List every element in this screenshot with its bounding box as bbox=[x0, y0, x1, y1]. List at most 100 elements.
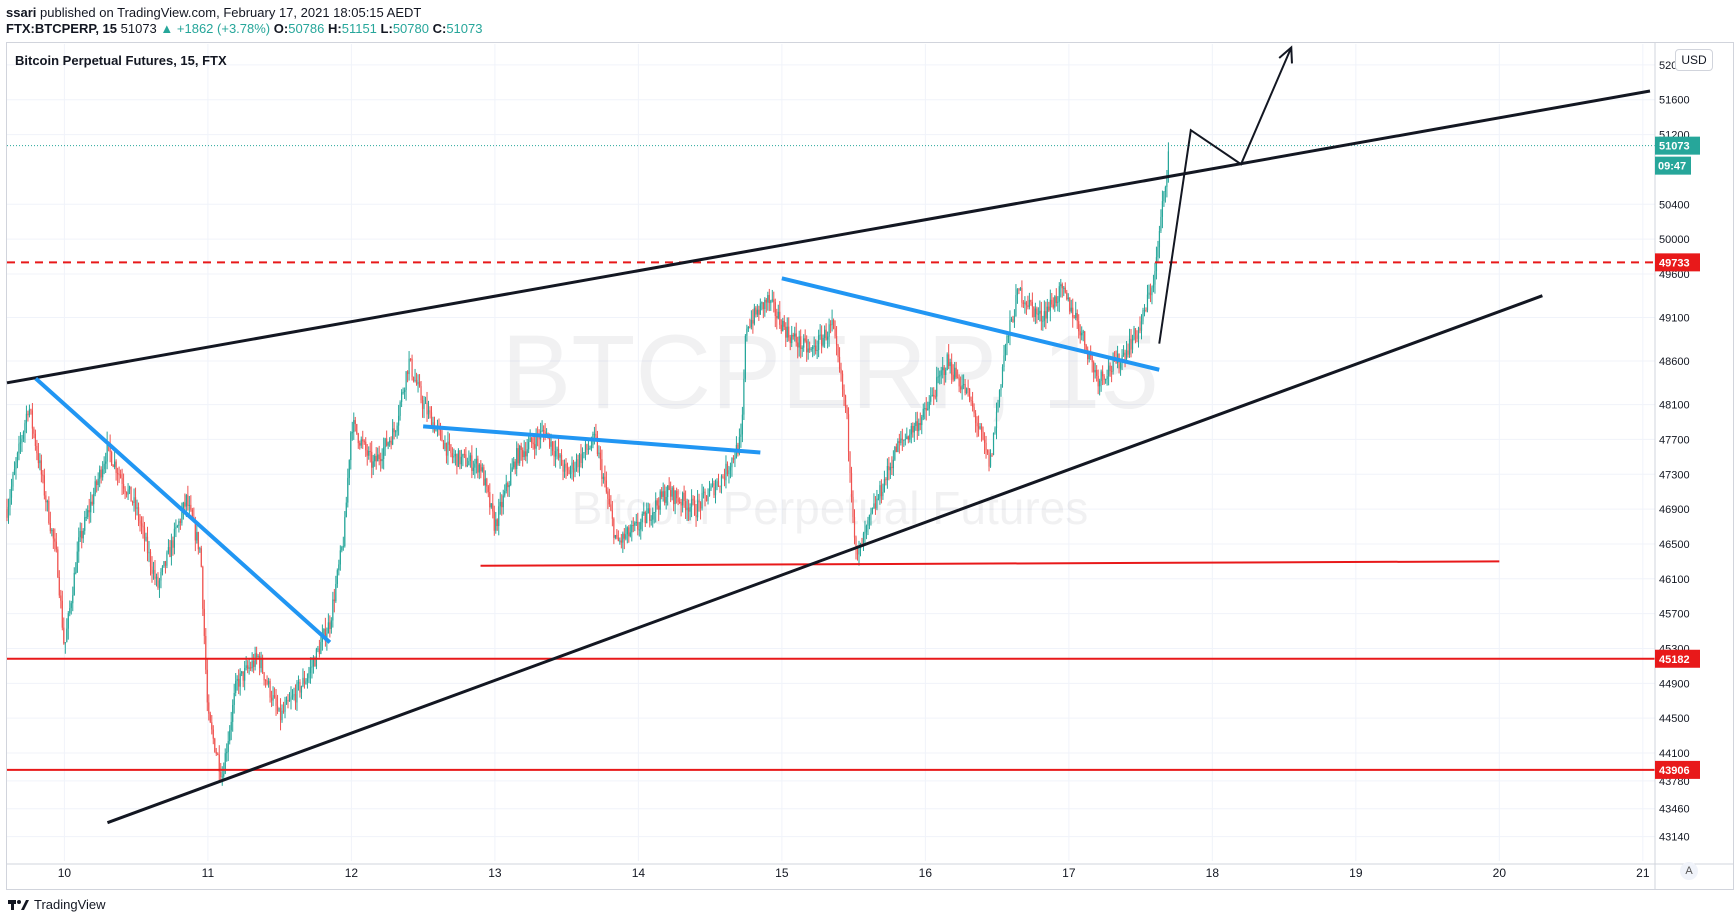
candle-body bbox=[276, 705, 279, 711]
time-tick-label: 21 bbox=[1636, 866, 1650, 880]
candle-body bbox=[1106, 376, 1108, 380]
watermark-name: Bitcoin Perpetual Futures bbox=[572, 482, 1089, 534]
candle-body bbox=[504, 491, 506, 496]
candle-body bbox=[489, 492, 491, 508]
high-value: 51151 bbox=[341, 21, 377, 36]
candle-body bbox=[151, 566, 153, 574]
candle-body bbox=[481, 467, 483, 472]
candle-body bbox=[426, 402, 428, 415]
candle-body bbox=[1000, 384, 1002, 391]
candle-body bbox=[1049, 299, 1051, 311]
candle-body bbox=[824, 329, 826, 339]
candle-body bbox=[1064, 287, 1066, 293]
candle-body bbox=[114, 461, 116, 468]
candle-body bbox=[429, 410, 431, 413]
price-tick-label: 45700 bbox=[1659, 609, 1690, 621]
candle-body bbox=[214, 738, 216, 752]
candle-body bbox=[1139, 327, 1141, 331]
candle-body bbox=[916, 421, 918, 432]
candle-body bbox=[212, 729, 214, 739]
candle-body bbox=[602, 476, 604, 479]
candle-body bbox=[1130, 338, 1132, 350]
candle-body bbox=[903, 439, 905, 441]
candle-body bbox=[308, 673, 310, 679]
candle-body bbox=[474, 463, 476, 468]
candle-body bbox=[13, 469, 16, 475]
candle-body bbox=[187, 495, 189, 506]
candle-body bbox=[635, 522, 637, 524]
candle-body bbox=[827, 336, 829, 340]
candle-body bbox=[25, 413, 28, 424]
candle-body bbox=[424, 402, 427, 404]
candle-body bbox=[1004, 345, 1007, 356]
candle-body bbox=[841, 373, 844, 390]
candle-body bbox=[1067, 297, 1069, 300]
candle-body bbox=[278, 707, 280, 711]
candle-body bbox=[765, 299, 767, 303]
candle-body bbox=[296, 683, 298, 703]
candle-body bbox=[1124, 352, 1126, 360]
candle-body bbox=[111, 452, 113, 466]
candle-body bbox=[607, 491, 609, 499]
candle-body bbox=[360, 439, 362, 446]
candle-body bbox=[40, 460, 42, 475]
candle-body bbox=[371, 451, 373, 468]
publisher-name[interactable]: ssari bbox=[6, 5, 37, 20]
candle-body bbox=[119, 474, 122, 478]
candle-body bbox=[1127, 350, 1129, 355]
currency-button[interactable]: USD bbox=[1675, 49, 1713, 71]
candle-body bbox=[963, 383, 965, 386]
candle-body bbox=[1043, 311, 1045, 321]
candle-body bbox=[282, 710, 285, 712]
price-tick-label: 44900 bbox=[1659, 678, 1690, 690]
candle-body bbox=[1088, 354, 1090, 360]
drawings-layer bbox=[6, 45, 1651, 825]
candle-body bbox=[242, 671, 244, 681]
tradingview-brand[interactable]: TradingView bbox=[8, 897, 106, 912]
candle-body bbox=[43, 475, 45, 496]
candle-body bbox=[791, 334, 793, 344]
candle-body bbox=[671, 487, 673, 497]
candle-body bbox=[247, 665, 249, 669]
candle-body bbox=[250, 667, 252, 669]
candle-body bbox=[598, 452, 600, 454]
candle-body bbox=[300, 686, 303, 693]
candle-body bbox=[973, 407, 975, 414]
candle-body bbox=[517, 448, 519, 464]
candle-body bbox=[306, 678, 309, 682]
candle-body bbox=[1146, 294, 1149, 311]
candle-body bbox=[1085, 345, 1087, 350]
candle-body bbox=[699, 502, 702, 509]
candle-body bbox=[487, 486, 489, 493]
candle-body bbox=[390, 440, 392, 445]
tradingview-logo-icon bbox=[8, 899, 29, 910]
candle-body bbox=[764, 299, 766, 310]
candle-body bbox=[191, 509, 193, 519]
candle-body bbox=[643, 512, 645, 514]
candle-body bbox=[1134, 328, 1137, 335]
candle-body bbox=[1016, 289, 1019, 296]
candle-body bbox=[444, 442, 446, 449]
candle-body bbox=[164, 561, 167, 566]
candle-body bbox=[840, 368, 842, 374]
candle-body bbox=[513, 461, 515, 468]
candle-body bbox=[453, 455, 455, 458]
candle-body bbox=[1125, 350, 1128, 360]
candle-body bbox=[244, 668, 246, 681]
auto-scale-button[interactable]: A bbox=[1680, 862, 1698, 880]
candle-body bbox=[662, 491, 664, 497]
candle-body bbox=[759, 303, 761, 315]
candle-body bbox=[290, 697, 292, 700]
candle-body bbox=[15, 462, 17, 470]
candle-body bbox=[465, 454, 467, 467]
price-tick-label: 43140 bbox=[1659, 832, 1690, 844]
time-tick-label: 17 bbox=[1062, 866, 1076, 880]
price-tick-label: 47700 bbox=[1659, 434, 1690, 446]
candle-body bbox=[583, 452, 585, 454]
candle-body bbox=[880, 485, 883, 497]
candle-body bbox=[707, 496, 709, 501]
candle-body bbox=[226, 751, 228, 754]
candle-body bbox=[211, 722, 213, 730]
support-line bbox=[480, 560, 1500, 567]
